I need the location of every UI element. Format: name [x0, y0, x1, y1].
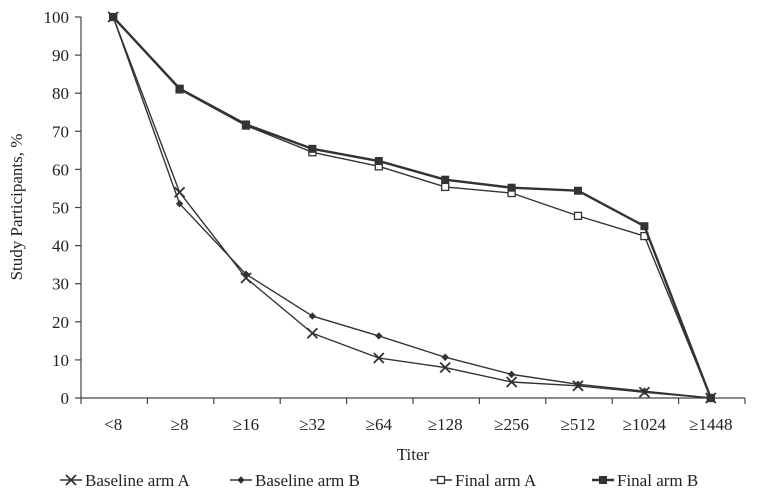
data-point: [308, 312, 317, 320]
data-point: [240, 272, 252, 284]
y-tick-label: 40: [52, 237, 69, 256]
series-baseline-arm-a: [107, 11, 717, 404]
legend-label: Final arm B: [617, 471, 698, 490]
data-point: [640, 222, 649, 231]
y-tick-label: 100: [44, 8, 70, 27]
y-tick-label: 30: [52, 275, 69, 294]
axes: [80, 17, 745, 399]
data-point: [375, 332, 383, 340]
data-point: [574, 186, 582, 195]
y-tick-label: 90: [52, 46, 69, 65]
series-line: [112, 16, 712, 399]
data-point: [573, 211, 583, 221]
legend-swatch-marker: [237, 476, 245, 484]
y-tick-label: 80: [52, 84, 69, 103]
data-point: [441, 175, 450, 184]
series-line: [112, 16, 711, 399]
y-ticks: 0 10 20 30 40 50 60 70 80 90 100: [44, 8, 81, 408]
data-point: [109, 13, 118, 21]
x-tick-label: ≥256: [494, 415, 529, 434]
data-point: [505, 376, 518, 388]
data-point: [373, 352, 385, 364]
x-tick-label: ≥64: [366, 415, 393, 434]
data-point: [706, 394, 715, 402]
series-baseline-arm-b: [109, 13, 715, 402]
legend-item: Final arm B: [592, 471, 698, 490]
x-ticks: <8 ≥8 ≥16 ≥32 ≥64 ≥128 ≥256 ≥512 ≥1024 ≥1448: [80, 398, 746, 434]
x-axis-title: Titer: [397, 445, 430, 464]
data-point: [574, 380, 582, 388]
data-point: [441, 182, 450, 192]
legend-label: Final arm A: [455, 471, 537, 490]
data-point: [507, 370, 516, 379]
data-point: [242, 120, 250, 129]
x-tick-label: ≥16: [233, 415, 259, 434]
y-tick-label: 0: [61, 389, 70, 408]
data-point: [439, 361, 451, 374]
series-final-arm-b: [109, 13, 715, 402]
series-line: [112, 16, 711, 399]
legend: Baseline arm A Baseline arm B Final arm A F…: [60, 471, 698, 490]
x-tick-label: ≥32: [299, 415, 325, 434]
y-tick-label: 70: [52, 122, 69, 141]
x-tick-label: <8: [104, 415, 122, 434]
y-tick-label: 60: [52, 160, 69, 179]
y-tick-label: 50: [52, 199, 69, 218]
legend-swatch-marker: [65, 474, 77, 486]
data-point: [306, 327, 319, 339]
data-point: [175, 199, 184, 208]
legend-item: Baseline arm B: [230, 471, 360, 490]
data-point: [441, 353, 449, 361]
x-tick-label: ≥8: [171, 415, 189, 434]
legend-label: Baseline arm B: [255, 471, 360, 490]
data-point: [507, 183, 516, 192]
data-point: [374, 157, 383, 166]
legend-item: Baseline arm A: [60, 471, 191, 490]
x-tick-label: ≥1024: [623, 415, 667, 434]
series-final-arm-a: [109, 12, 715, 403]
y-tick-label: 20: [52, 313, 69, 332]
series-line: [112, 16, 712, 399]
series-group: [107, 11, 717, 404]
legend-swatch-marker: [436, 475, 446, 485]
data-point: [640, 387, 649, 395]
y-axis-title: Study Participants, %: [7, 134, 26, 281]
data-point: [242, 270, 250, 278]
x-tick-label: ≥512: [561, 415, 596, 434]
data-point: [175, 84, 184, 93]
x-tick-label: ≥1448: [689, 415, 732, 434]
data-point: [308, 144, 317, 153]
legend-swatch-marker: [599, 476, 607, 484]
legend-item: Final arm A: [430, 471, 537, 490]
y-tick-label: 10: [52, 351, 69, 370]
x-tick-label: ≥128: [428, 415, 463, 434]
legend-label: Baseline arm A: [85, 471, 191, 490]
